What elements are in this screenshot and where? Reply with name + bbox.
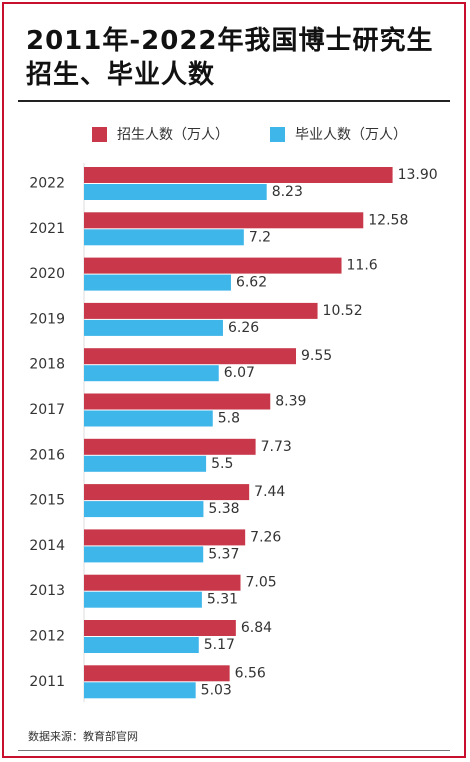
legend: 招生人数（万人） 毕业人数（万人） [0, 124, 470, 146]
bar-graduation [84, 365, 219, 382]
legend-item-enrollment: 招生人数（万人） [92, 124, 229, 144]
y-tick-label: 2018 [29, 357, 65, 373]
data-label-enrollment: 8.39 [275, 394, 306, 410]
bar-graduation [84, 591, 202, 608]
data-label-enrollment: 6.84 [241, 620, 272, 636]
y-tick-label: 2020 [29, 266, 65, 282]
data-label-graduation: 5.38 [208, 501, 239, 517]
bar-enrollment [84, 438, 256, 455]
y-tick-label: 2015 [29, 493, 65, 509]
data-label-enrollment: 12.58 [368, 212, 408, 228]
bar-graduation [84, 501, 204, 518]
title-divider [18, 100, 450, 102]
legend-label-enrollment: 招生人数（万人） [117, 127, 229, 143]
data-label-enrollment: 7.44 [254, 484, 285, 500]
data-label-graduation: 5.8 [218, 411, 240, 427]
bar-enrollment [84, 257, 342, 274]
bar-enrollment [84, 620, 236, 636]
data-label-enrollment: 9.55 [301, 348, 332, 364]
bar-enrollment [84, 665, 230, 682]
data-label-graduation: 5.31 [207, 592, 238, 608]
data-label-graduation: 6.62 [236, 275, 267, 291]
chart-title: 2011年-2022年我国博士研究生招生、毕业人数 [26, 26, 434, 90]
legend-item-graduation: 毕业人数（万人） [270, 124, 407, 144]
legend-swatch-graduation [270, 126, 285, 142]
bar-enrollment [84, 529, 246, 546]
data-label-enrollment: 7.73 [261, 439, 292, 455]
data-label-graduation: 5.5 [211, 456, 233, 472]
bar-enrollment [84, 484, 250, 501]
y-tick-label: 2013 [29, 583, 65, 599]
y-tick-label: 2022 [29, 176, 65, 192]
bar-enrollment [84, 212, 364, 229]
data-label-enrollment: 7.26 [250, 529, 281, 545]
data-label-graduation: 5.17 [204, 637, 235, 653]
bar-graduation [84, 455, 207, 472]
bar-enrollment [84, 167, 393, 183]
bar-graduation [84, 319, 223, 336]
bottom-divider [18, 750, 450, 751]
data-label-graduation: 5.03 [201, 682, 232, 698]
bar-enrollment [84, 348, 297, 365]
data-label-graduation: 6.26 [228, 320, 259, 336]
bar-graduation [84, 274, 231, 291]
bar-enrollment [84, 393, 271, 410]
bar-graduation [84, 184, 267, 200]
bar-graduation [84, 682, 196, 699]
source-note: 数据来源：教育部官网 [28, 730, 138, 743]
y-tick-label: 2021 [29, 221, 65, 237]
bar-graduation [84, 229, 244, 246]
bar-chart: 2022 13.90 8.23 2021 12.58 7.2 2020 11.6 6.62 201… [29, 163, 438, 703]
data-label-graduation: 6.07 [224, 365, 255, 381]
y-tick-label: 2011 [29, 674, 65, 690]
data-label-enrollment: 7.05 [246, 575, 277, 591]
data-label-graduation: 5.37 [208, 546, 239, 562]
y-tick-label: 2017 [29, 402, 65, 418]
y-tick-label: 2016 [29, 447, 65, 463]
data-label-enrollment: 11.6 [347, 258, 378, 274]
data-label-enrollment: 13.90 [398, 167, 438, 183]
bar-enrollment [84, 302, 318, 319]
bar-graduation [84, 546, 204, 563]
data-label-enrollment: 10.52 [323, 303, 363, 319]
y-tick-label: 2012 [29, 629, 65, 645]
legend-label-graduation: 毕业人数（万人） [295, 127, 407, 143]
data-label-graduation: 8.23 [272, 184, 303, 200]
legend-swatch-enrollment [92, 126, 107, 142]
bar-graduation [84, 410, 213, 427]
y-tick-label: 2014 [29, 538, 65, 554]
y-tick-label: 2019 [29, 311, 65, 327]
bar-enrollment [84, 574, 241, 591]
bar-graduation [84, 637, 199, 653]
data-label-graduation: 7.2 [249, 229, 271, 245]
data-label-enrollment: 6.56 [235, 665, 266, 681]
chart-frame [2, 2, 466, 758]
